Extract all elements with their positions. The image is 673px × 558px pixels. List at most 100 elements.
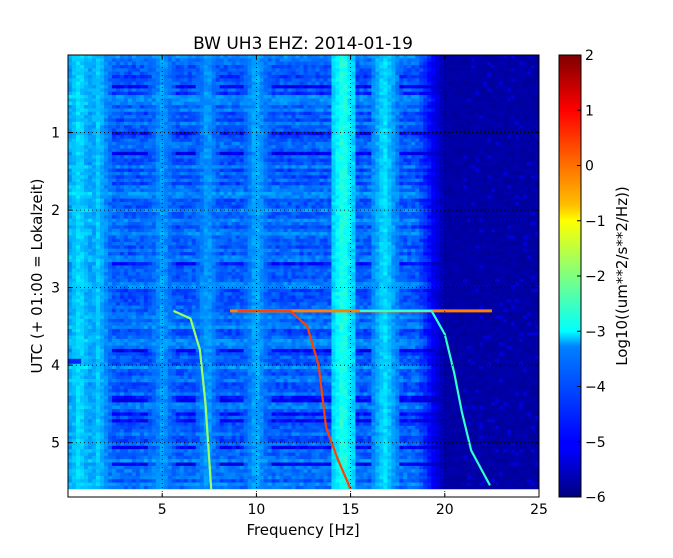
heatmap-cell: [128, 102, 133, 106]
heatmap-cell: [116, 195, 121, 199]
heatmap-cell: [280, 102, 285, 106]
heatmap-cell: [232, 102, 237, 106]
heatmap-cell: [168, 102, 173, 106]
heatmap-cell: [304, 102, 309, 106]
heatmap-cell: [300, 102, 305, 106]
heatmap-cell: [88, 102, 93, 106]
heatmap-cell: [216, 102, 221, 106]
heatmap-cell: [491, 102, 496, 106]
heatmap-cell: [124, 102, 129, 106]
heatmap-cell: [100, 102, 105, 106]
heatmap-cell: [240, 102, 245, 106]
heatmap-cell: [76, 102, 81, 106]
heatmap-cell: [515, 102, 520, 106]
heatmap-cell: [371, 102, 376, 106]
heatmap-cell: [479, 102, 484, 106]
heatmap-cell: [144, 195, 149, 199]
heatmap-cell: [124, 195, 129, 199]
heatmap-cell: [216, 195, 221, 199]
heatmap-cell: [148, 102, 153, 106]
heatmap-cell: [120, 102, 125, 106]
heatmap-cell: [443, 102, 448, 106]
heatmap-cell: [224, 195, 229, 199]
heatmap-cell: [288, 102, 293, 106]
heatmap-cell: [96, 102, 101, 106]
heatmap-cell: [427, 102, 432, 106]
heatmap-cell: [475, 102, 480, 106]
heatmap-cell: [92, 195, 97, 199]
heatmap-cell: [148, 195, 153, 199]
heatmap-cell: [531, 102, 536, 106]
heatmap-cell: [80, 102, 85, 106]
heatmap-cell: [80, 195, 85, 199]
heatmap-cell: [112, 102, 117, 106]
heatmap-cell: [331, 102, 336, 106]
heatmap-cell: [212, 102, 217, 106]
heatmap-cell: [152, 102, 157, 106]
heatmap-cell: [224, 102, 229, 106]
heatmap-cell: [144, 102, 149, 106]
heatmap-cell: [335, 102, 340, 106]
heatmap-cell: [423, 102, 428, 106]
heatmap-cell: [96, 195, 101, 199]
heatmap-cell: [483, 102, 488, 106]
heatmap-cell: [276, 102, 281, 106]
heatmap-cell: [164, 195, 169, 199]
heatmap-cell: [439, 102, 444, 106]
heatmap-cell: [200, 102, 205, 106]
heatmap-cell: [164, 102, 169, 106]
heatmap-cell: [196, 102, 201, 106]
heatmap-cell: [343, 102, 348, 106]
heatmap-cell: [92, 102, 97, 106]
heatmap-cell: [383, 102, 388, 106]
heatmap-cell: [172, 195, 177, 199]
heatmap-cell: [68, 102, 73, 106]
heatmap-cell: [307, 102, 312, 106]
heatmap-cell: [228, 102, 233, 106]
heatmap-cell: [204, 195, 209, 199]
heatmap-cell: [132, 195, 137, 199]
heatmap-cell: [108, 195, 113, 199]
heatmap-cell: [104, 102, 109, 106]
heatmap-cell: [471, 102, 476, 106]
heatmap-cell: [527, 102, 532, 106]
heatmap-cell: [100, 195, 105, 199]
heatmap-cell: [367, 102, 372, 106]
heatmap-cell: [168, 195, 173, 199]
heatmap-cell: [72, 102, 77, 106]
heatmap-cell: [156, 102, 161, 106]
heatmap-cell: [315, 102, 320, 106]
heatmap-cell: [136, 102, 141, 106]
heatmap-cell: [503, 102, 508, 106]
heatmap-cell: [128, 195, 133, 199]
heatmap-cell: [172, 102, 177, 106]
heatmap-cell: [136, 195, 141, 199]
heatmap-cell: [507, 102, 512, 106]
heatmap-cell: [455, 102, 460, 106]
heatmap-cell: [208, 102, 213, 106]
heatmap-cell: [375, 102, 380, 106]
heatmap-cell: [411, 102, 416, 106]
heatmap-cell: [108, 102, 113, 106]
heatmap-cell: [68, 195, 73, 199]
heatmap-cell: [415, 102, 420, 106]
heatmap-cell: [272, 102, 277, 106]
heatmap-cell: [180, 195, 185, 199]
heatmap-cell: [487, 102, 492, 106]
heatmap-cell: [192, 102, 197, 106]
heatmap-cell: [447, 102, 452, 106]
heatmap-cell: [327, 102, 332, 106]
heatmap-cell: [208, 195, 213, 199]
heatmap-cell: [395, 102, 400, 106]
heatmap-cell: [84, 102, 89, 106]
heatmap-cell: [120, 195, 125, 199]
heatmap-cell: [248, 102, 253, 106]
heatmap-cell: [104, 195, 109, 199]
heatmap-cell: [188, 102, 193, 106]
heatmap-cell: [359, 102, 364, 106]
heatmap-cell: [76, 195, 81, 199]
heatmap-cell: [351, 102, 356, 106]
heatmap-cell: [116, 102, 121, 106]
